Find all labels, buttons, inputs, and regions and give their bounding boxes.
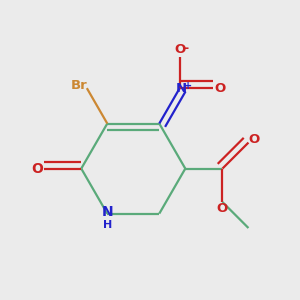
Text: N: N (101, 205, 113, 219)
Text: O: O (214, 82, 226, 94)
Text: -: - (184, 42, 189, 55)
Text: O: O (32, 162, 44, 176)
Text: O: O (174, 44, 185, 56)
Text: +: + (184, 81, 192, 91)
Text: O: O (249, 133, 260, 146)
Text: H: H (103, 220, 112, 230)
Text: Br: Br (70, 79, 87, 92)
Text: N: N (176, 82, 187, 94)
Text: O: O (217, 202, 228, 215)
